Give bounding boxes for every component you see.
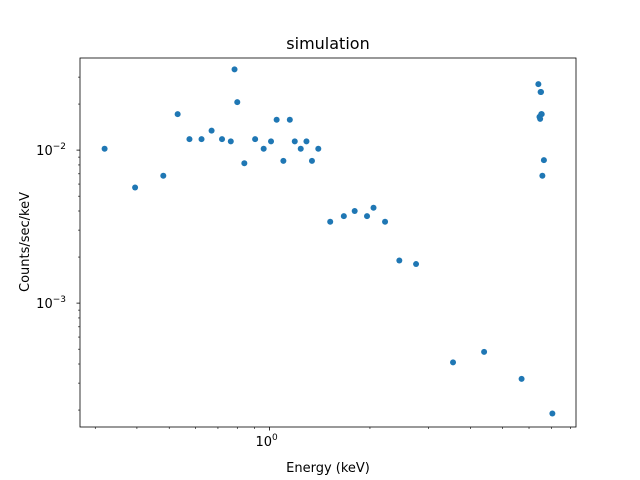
data-point — [396, 257, 403, 264]
data-point — [174, 111, 181, 118]
data-point — [291, 138, 298, 145]
data-point — [101, 145, 108, 152]
data-point — [535, 81, 542, 88]
y-axis-label: Counts/sec/keV — [18, 192, 33, 292]
data-point — [286, 116, 293, 123]
data-point — [227, 138, 234, 145]
data-point — [252, 136, 259, 143]
data-point — [231, 66, 238, 73]
data-point — [540, 157, 547, 164]
data-point — [297, 145, 304, 152]
x-axis-label: Energy (keV) — [286, 461, 370, 476]
data-points — [101, 66, 556, 417]
y-axis-ticks: 10−2 10−3 — [36, 76, 80, 411]
data-point — [450, 359, 457, 366]
data-point — [132, 184, 139, 191]
data-point — [303, 138, 310, 145]
data-point — [351, 208, 358, 215]
data-point — [234, 99, 241, 106]
data-point — [340, 213, 347, 220]
data-point — [538, 88, 545, 95]
data-point — [481, 348, 488, 355]
data-point — [208, 127, 215, 134]
plot-frame — [79, 57, 577, 428]
data-point — [273, 116, 280, 123]
data-point — [241, 160, 248, 167]
y-tick-label: 10−3 — [36, 295, 66, 312]
data-point — [413, 261, 420, 268]
data-point — [186, 136, 193, 143]
data-point — [364, 213, 371, 220]
y-tick-label: 10−2 — [36, 142, 66, 159]
data-point — [518, 375, 525, 382]
data-point — [315, 145, 322, 152]
data-point — [382, 218, 389, 225]
data-point — [308, 157, 315, 164]
x-axis-ticks: 100 — [94, 427, 571, 450]
data-point — [370, 204, 377, 211]
data-point — [160, 172, 167, 179]
data-point — [268, 138, 275, 145]
data-point — [219, 136, 226, 143]
chart-title: simulation — [286, 34, 369, 53]
data-point — [538, 111, 545, 118]
data-point — [539, 172, 546, 179]
data-point — [327, 218, 334, 225]
x-tick-label: 100 — [255, 433, 278, 450]
data-point — [280, 157, 287, 164]
data-point — [537, 115, 544, 122]
data-point — [549, 410, 556, 417]
data-point — [260, 145, 267, 152]
data-point — [198, 136, 205, 143]
